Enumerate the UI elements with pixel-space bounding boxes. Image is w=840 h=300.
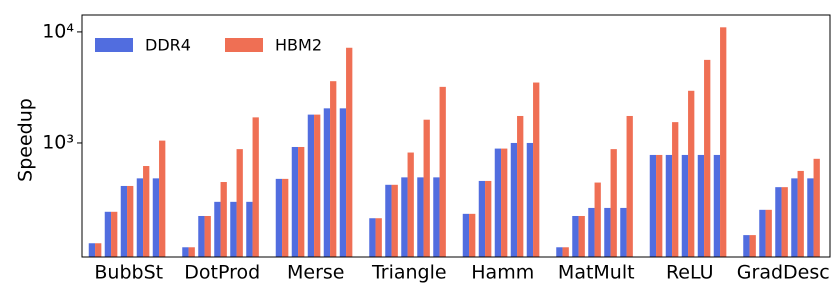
bar xyxy=(291,146,299,257)
legend-swatch xyxy=(95,38,133,52)
bar xyxy=(765,209,772,257)
bar xyxy=(407,152,414,257)
bar xyxy=(759,209,766,257)
bar xyxy=(104,211,112,257)
x-tick-label: ReLU xyxy=(666,262,714,284)
bar xyxy=(510,142,518,257)
bar xyxy=(127,185,134,257)
bar xyxy=(330,81,337,257)
bar xyxy=(620,207,627,257)
bar xyxy=(478,180,486,257)
y-tick-label: 10³ xyxy=(42,131,74,153)
bar xyxy=(339,108,347,257)
bar xyxy=(578,215,585,257)
bar xyxy=(469,213,476,257)
bar xyxy=(588,207,595,257)
bar xyxy=(275,178,283,257)
x-tick-label: Triangle xyxy=(371,262,447,284)
bar xyxy=(572,215,579,257)
bar xyxy=(649,154,657,257)
bar xyxy=(594,182,601,257)
bar xyxy=(423,119,430,257)
x-tick-label: Hamm xyxy=(471,262,534,284)
bar xyxy=(713,154,721,257)
bar xyxy=(111,211,118,257)
bar xyxy=(704,59,711,257)
bar xyxy=(236,149,243,257)
bar xyxy=(230,201,237,257)
y-axis-label: Speedup xyxy=(15,98,37,182)
bar xyxy=(433,177,440,257)
bar xyxy=(562,247,569,257)
bar xyxy=(120,185,128,257)
bar xyxy=(401,177,408,257)
bar xyxy=(375,218,382,257)
legend-label: HBM2 xyxy=(275,36,322,55)
bar xyxy=(214,201,221,257)
x-tick-label: MatMult xyxy=(558,262,635,284)
bar xyxy=(688,90,695,257)
bar xyxy=(252,117,259,257)
bar xyxy=(656,154,663,257)
bar xyxy=(462,213,470,257)
bar xyxy=(681,154,689,257)
bar xyxy=(626,115,633,258)
y-tick-label: 10⁴ xyxy=(42,20,74,42)
bar xyxy=(298,146,305,257)
bar xyxy=(88,243,96,257)
legend-swatch xyxy=(225,38,263,52)
bar xyxy=(494,148,502,257)
bar xyxy=(307,114,315,257)
bar xyxy=(672,122,679,257)
bar xyxy=(610,149,617,257)
bar xyxy=(220,182,227,257)
bar xyxy=(136,178,144,257)
bar xyxy=(323,108,331,257)
bar xyxy=(152,178,160,257)
bar xyxy=(198,215,205,257)
bar xyxy=(385,184,392,257)
bar xyxy=(314,114,321,257)
bar xyxy=(417,177,424,257)
bar xyxy=(188,247,195,257)
bar xyxy=(282,178,289,257)
bar xyxy=(439,86,446,258)
bar xyxy=(743,235,750,257)
bar xyxy=(720,27,727,257)
bar xyxy=(95,243,102,257)
bar xyxy=(517,115,524,258)
bar xyxy=(485,180,492,257)
bar xyxy=(797,170,804,257)
bar xyxy=(533,82,540,258)
bar xyxy=(807,178,814,257)
bar xyxy=(781,187,788,257)
bar xyxy=(159,140,166,257)
bar xyxy=(369,218,376,257)
x-tick-label: GradDesc xyxy=(737,262,830,284)
bar xyxy=(665,154,673,257)
bar xyxy=(556,247,563,257)
bar xyxy=(182,247,189,257)
bar xyxy=(391,184,398,257)
bar xyxy=(143,166,150,257)
bar xyxy=(697,154,705,257)
x-tick-label: DotProd xyxy=(184,262,260,284)
plot-frame xyxy=(81,14,831,258)
bar xyxy=(501,148,508,257)
bar xyxy=(604,207,611,257)
x-tick-label: Merse xyxy=(287,262,344,284)
bar xyxy=(204,215,211,257)
bar xyxy=(775,187,782,257)
bar xyxy=(246,201,253,257)
x-tick-label: BubbSt xyxy=(94,262,163,284)
bar xyxy=(346,47,353,258)
bar xyxy=(813,158,820,257)
bar xyxy=(791,178,798,257)
bar xyxy=(526,142,534,257)
bar xyxy=(749,235,756,257)
legend-label: DDR4 xyxy=(145,36,191,55)
